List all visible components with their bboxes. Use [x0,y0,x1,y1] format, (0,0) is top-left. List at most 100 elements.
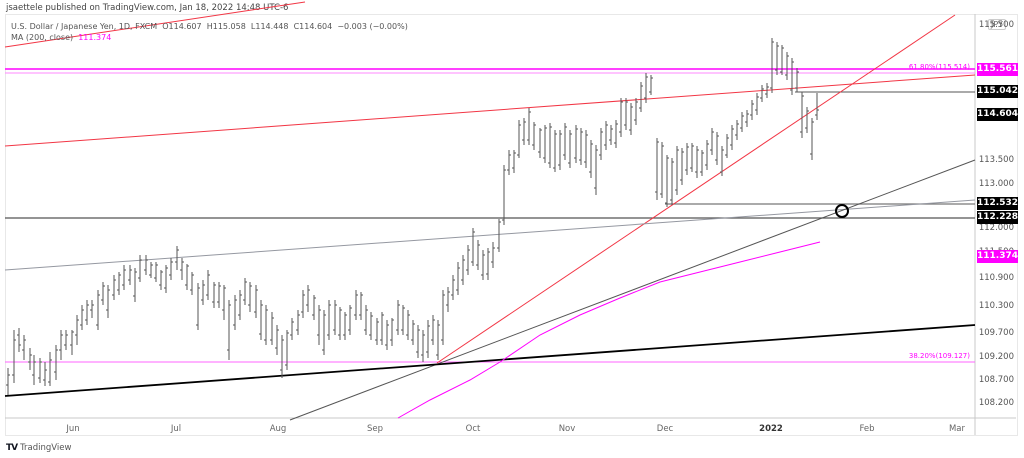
price-tag: 112.228 [977,211,1018,224]
grey-channel-top-trendline [4,199,976,271]
ohlc-bar [805,107,809,133]
price-tick-label: 113.000 [978,179,1014,189]
ohlc-bar [740,112,744,132]
ohlc-bar [715,132,719,165]
ohlc-bar [675,146,679,195]
ohlc-bar [206,270,210,300]
tradingview-logo[interactable]: TV TradingView [6,443,71,453]
ohlc-bar [446,287,450,312]
ohlc-bar [594,145,598,195]
ohlc-bar [17,328,21,352]
price-tick-label: 109.200 [978,352,1014,362]
ohlc-bar [385,320,389,350]
ohlc-bar [117,272,121,295]
ohlc-bar [665,155,669,207]
ohlc-bar [471,228,475,266]
ohlc-bar [343,312,347,340]
ohlc-bar [175,246,179,270]
ohlc-bar [32,355,36,385]
ohlc-bar [502,165,506,225]
ohlc-bar [101,282,105,305]
ohlc-bar [112,275,116,300]
price-tag: 115.561 [977,63,1018,76]
ohlc-bar [406,310,410,340]
trendlines [4,1,976,421]
ohlc-bar [655,138,659,200]
fib-level-label: 38.20%(109.127) [908,352,970,360]
ohlc-bar [238,290,242,320]
ohlc-bar [634,98,638,125]
moving-average-line [397,241,821,419]
ohlc-bar [180,258,184,280]
ohlc-bar [196,283,200,330]
ohlc-bar [64,330,68,350]
ohlc-bar [169,258,173,280]
ohlc-bar [461,255,465,285]
ohlc-bar [558,130,562,170]
intersection-circle-icon [835,204,849,218]
ohlc-bar [59,330,63,360]
ohlc-bar [85,300,89,325]
currency-badge[interactable]: JPY [988,19,1006,30]
ohlc-bar [614,120,618,148]
low-value: L114.448 [250,22,289,31]
ohlc-bar [306,285,310,312]
ohlc-bar [375,318,379,345]
ohlc-bar [301,290,305,318]
ohlc-bar [128,265,132,285]
ohlc-bar [190,272,194,295]
ohlc-bar [270,312,274,345]
ohlc-bar [522,118,526,145]
ohlc-bar [280,335,284,378]
symbol-name: U.S. Dollar / Japanese Yen, 1D, FXCM [11,22,158,31]
time-tick-label: 2022 [759,424,783,434]
ma-value: 111.374 [78,33,112,42]
ohlc-bar [497,219,501,252]
ohlc-bar [553,130,557,172]
ohlc-bar [285,330,289,370]
ohlc-bar [795,68,799,92]
high-value: H115.058 [206,22,246,31]
ohlc-bar [369,312,373,340]
ohlc-bar [411,320,415,345]
ohlc-bar [579,128,583,165]
ohlc-bar [275,325,279,355]
symbol-row: U.S. Dollar / Japanese Yen, 1D, FXCM O11… [11,21,408,32]
ohlc-bar [690,143,694,172]
ohlc-bar [248,282,252,312]
ohlc-bar [154,262,158,282]
ohlc-bar [770,38,774,93]
ohlc-bar [259,300,263,340]
price-tick-label: 108.700 [978,375,1014,385]
price-tick-label: 110.300 [978,301,1014,311]
ohlc-bar [416,325,420,358]
ohlc-bar [149,262,153,278]
ohlc-bar [243,278,247,305]
ohlc-bar [619,98,623,137]
ohlc-bar [401,305,405,335]
price-tick-label: 108.200 [978,398,1014,408]
ohlc-bar [359,292,363,320]
ohlc-bar [644,73,648,103]
ohlc-bar [233,295,237,330]
time-tick-label: Jun [66,424,80,434]
ma-label: MA (200, close) [11,33,74,42]
ohlc-bar [660,142,664,198]
ohlc-bar [476,240,480,270]
chart-legend: U.S. Dollar / Japanese Yen, 1D, FXCM O11… [11,21,408,43]
ohlc-bar [710,128,714,155]
ohlc-bar [725,134,729,158]
ohlc-bar [38,358,42,383]
ohlc-bar [364,305,368,335]
time-tick-label: Dec [656,424,674,434]
ohlc-bar [604,121,608,150]
ohlc-bar [264,305,268,345]
price-tick-label: 112.000 [978,223,1014,233]
ohlc-bar [441,290,445,345]
ohlc-bar [227,300,231,360]
change-value: −0.003 (−0.00%) [337,22,408,31]
ohlc-bar [639,82,643,112]
ohlc-bar [380,312,384,345]
ohlc-bar [28,348,32,370]
